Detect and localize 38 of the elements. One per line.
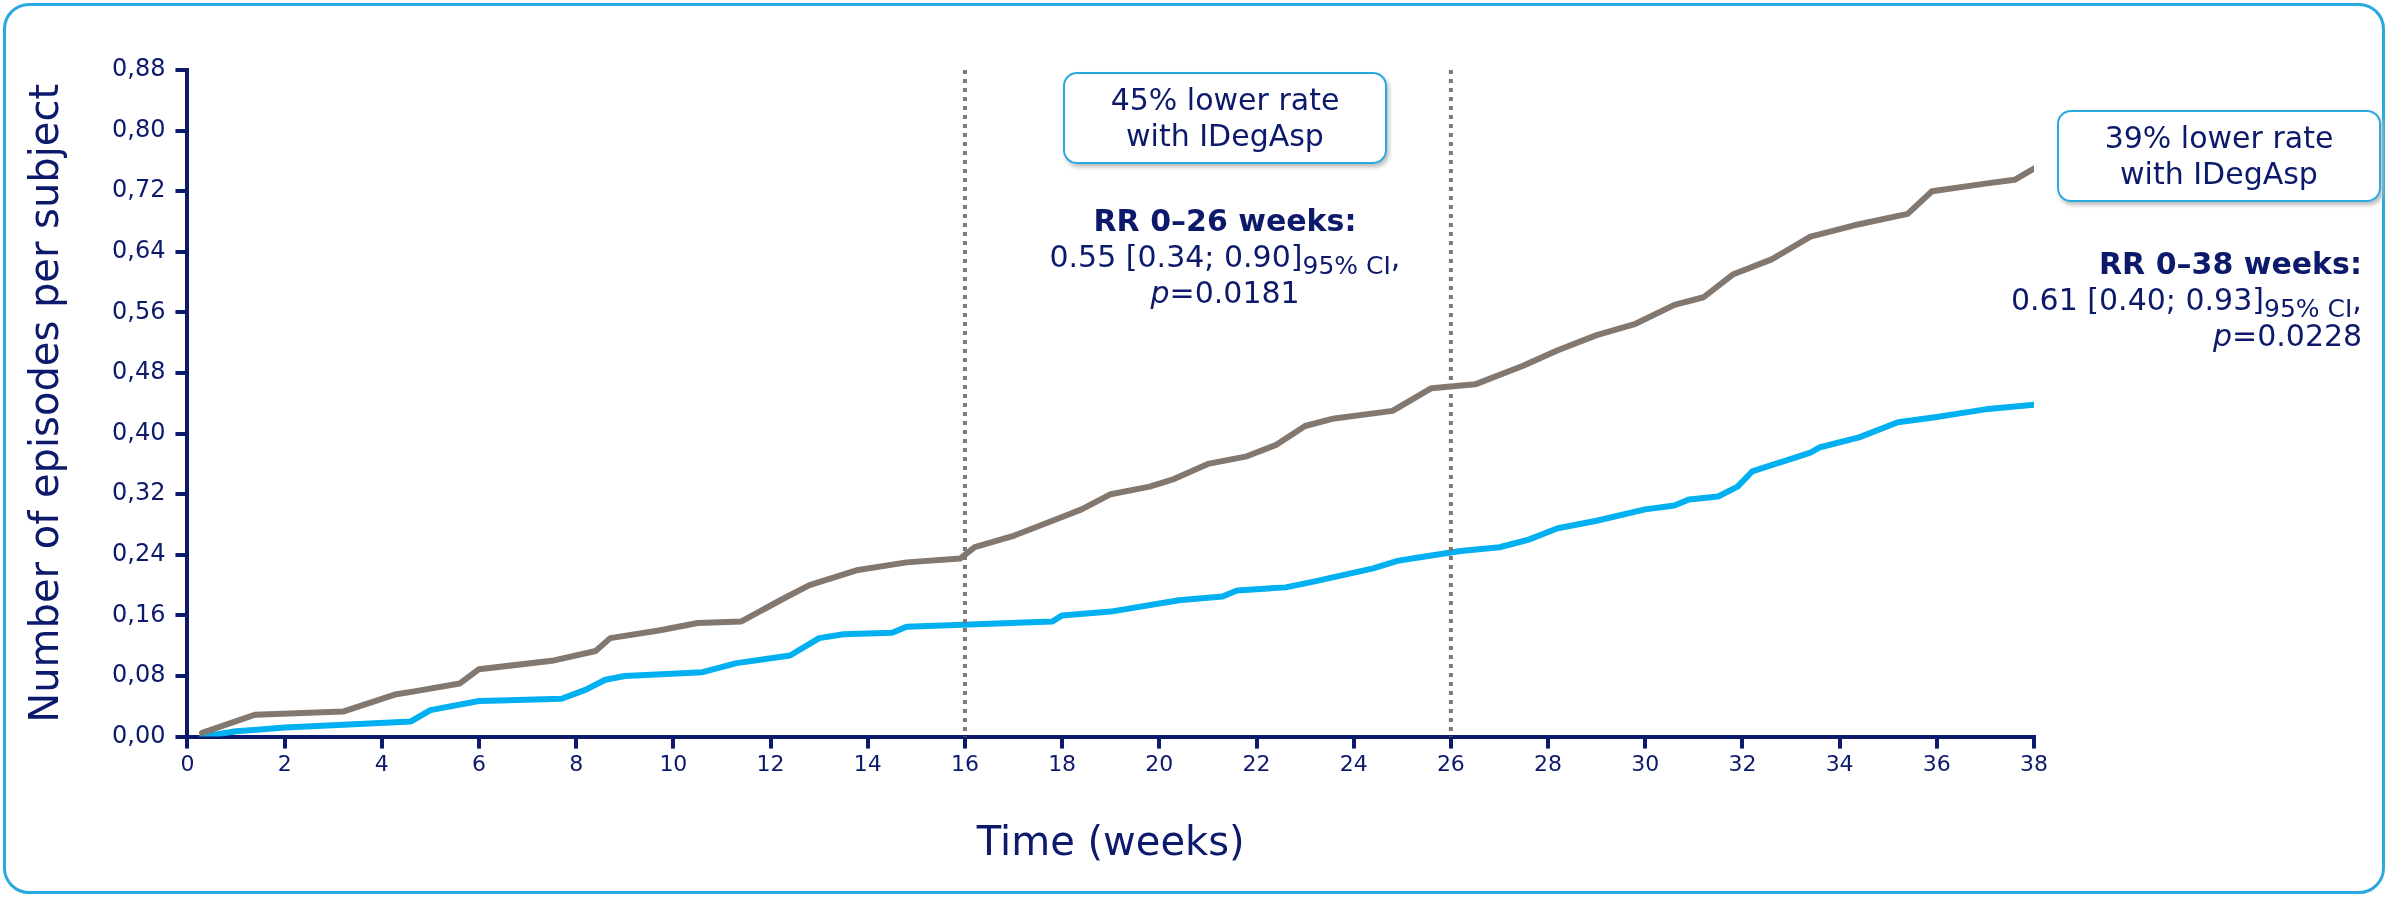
y-tick-label: 0,88: [112, 54, 166, 83]
x-tick-label: 38: [2020, 750, 2048, 776]
y-tick-label: 0,00: [112, 720, 166, 749]
x-tick-label: 12: [756, 750, 785, 776]
y-tick-label: 0,80: [112, 114, 166, 143]
x-tick-label: 2: [277, 750, 292, 776]
x-tick-label: 26: [1436, 750, 1465, 776]
annotation: RR 0–26 weeks:: [1093, 203, 1357, 239]
y-tick-label: 0,08: [112, 660, 166, 689]
x-tick-label: 18: [1048, 750, 1077, 776]
y-tick-label: 0,72: [112, 175, 166, 204]
x-tick-label: 24: [1339, 750, 1368, 776]
y-tick-label: 0,16: [112, 599, 166, 628]
y-tick-label: 0,48: [112, 357, 166, 386]
x-tick-label: 10: [659, 750, 688, 776]
x-tick-label: 16: [950, 750, 979, 776]
x-tick-label: 6: [472, 750, 486, 776]
x-tick-label: 36: [1922, 750, 1951, 776]
y-tick-label: 0,64: [112, 236, 166, 265]
text: 39% lower rate with IDegAsp: [2057, 110, 2381, 202]
x-tick-label: 22: [1242, 750, 1271, 776]
y-axis-title: Number of episodes per subject: [21, 83, 68, 723]
x-tick-label: 0: [180, 750, 195, 776]
x-tick-label: 8: [569, 750, 584, 776]
y-tick-label: 0,24: [112, 539, 166, 568]
x-axis-title: Time (weeks): [975, 818, 1245, 865]
x-tick-label: 28: [1534, 750, 1563, 776]
annotation: 45% lower rate with IDegAsp: [1063, 72, 1387, 164]
y-tick-label: 0,32: [112, 478, 166, 507]
x-tick-label: 14: [853, 750, 882, 776]
x-tick-label: 34: [1825, 750, 1854, 776]
x-tick-label: 32: [1728, 750, 1757, 776]
y-tick-label: 0,40: [112, 417, 166, 446]
x-tick-label: 4: [374, 750, 389, 776]
y-tick-label: 0,56: [112, 296, 166, 325]
x-tick-label: 20: [1145, 750, 1174, 776]
text: RR 0–38 weeks:: [2099, 246, 2362, 282]
x-tick-label: 30: [1631, 750, 1660, 776]
